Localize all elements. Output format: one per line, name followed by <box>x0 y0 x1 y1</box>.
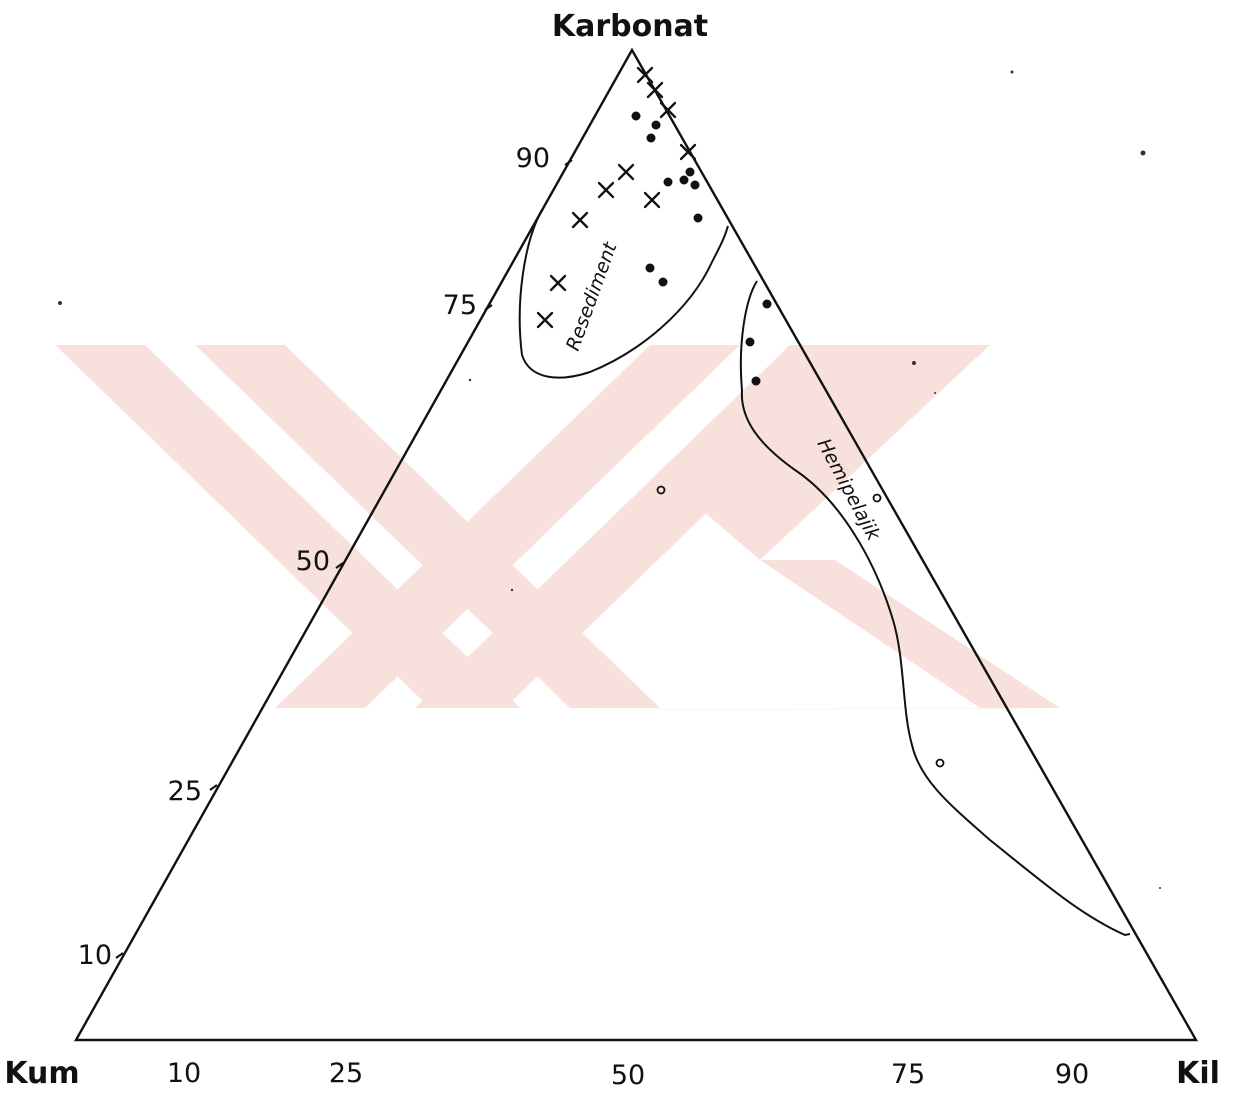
scan-specks <box>58 70 1161 889</box>
region-label-resediment: Resediment <box>562 238 622 354</box>
left-tick-10: 10 <box>78 940 112 971</box>
left-tick-50: 50 <box>296 546 330 577</box>
bottom-tick-75: 75 <box>891 1059 925 1090</box>
left-tick-marks <box>115 159 573 959</box>
dot-marker <box>751 376 761 386</box>
dot-marker <box>646 133 656 143</box>
dot-marker <box>658 277 668 287</box>
cross-markers <box>536 66 697 329</box>
resediment-field-boundary <box>518 209 729 379</box>
cross-marker <box>646 81 664 99</box>
ring-marker <box>935 758 945 768</box>
dot-markers <box>631 111 772 386</box>
dot-marker <box>679 175 689 185</box>
apex-label-karbonat: Karbonat <box>552 9 708 44</box>
cross-marker <box>636 66 654 84</box>
apex-label-kil: Kil <box>1176 1056 1220 1091</box>
cross-marker <box>597 181 615 199</box>
cross-marker <box>643 191 661 209</box>
ring-marker <box>656 485 666 495</box>
hemipelagic-field-boundary <box>739 280 1131 937</box>
left-tick-25: 25 <box>168 776 202 807</box>
cross-marker <box>536 311 554 329</box>
cross-marker <box>617 163 635 181</box>
ternary-triangle <box>73 47 1199 1042</box>
cross-marker <box>571 211 589 229</box>
watermark <box>55 345 1060 710</box>
bottom-tick-90: 90 <box>1055 1059 1089 1090</box>
dot-marker <box>645 263 655 273</box>
dot-marker <box>663 177 673 187</box>
dot-marker <box>631 111 641 121</box>
dot-marker <box>745 337 755 347</box>
left-tick-75: 75 <box>443 290 477 321</box>
dot-marker <box>693 213 703 223</box>
left-tick-90: 90 <box>516 143 550 174</box>
bottom-tick-10: 10 <box>167 1058 201 1089</box>
cross-marker <box>659 101 677 119</box>
cross-marker <box>549 274 567 292</box>
bottom-tick-25: 25 <box>329 1058 363 1089</box>
cross-marker <box>679 143 697 161</box>
ring-markers <box>656 485 945 768</box>
dot-marker <box>690 180 700 190</box>
dot-marker <box>762 299 772 309</box>
apex-label-kum: Kum <box>4 1056 79 1091</box>
bottom-tick-50: 50 <box>611 1060 645 1091</box>
dot-marker <box>685 167 695 177</box>
dot-marker <box>651 120 661 130</box>
ring-marker <box>872 493 882 503</box>
